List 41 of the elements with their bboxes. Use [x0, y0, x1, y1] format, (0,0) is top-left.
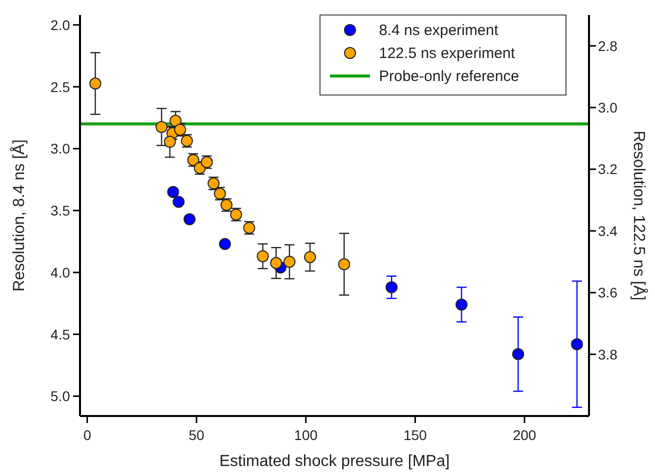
- y-tick-label: 3.0: [50, 140, 70, 157]
- legend-label: 8.4 ns experiment: [379, 22, 500, 39]
- y-tick-label: 2.0: [50, 16, 70, 33]
- y-tick-label: 4.5: [50, 326, 70, 342]
- y-axis-title: Resolution, 8.4 ns [Å]: [10, 139, 28, 292]
- point: [304, 251, 316, 264]
- point: [338, 258, 350, 270]
- y-tick-label: 5.0: [50, 388, 70, 404]
- point: [170, 114, 182, 127]
- legend-label: 122.5 ns experiment: [379, 45, 516, 62]
- x-tick-label: 200: [512, 427, 536, 443]
- x-axis-title: Estimated shock pressure [MPa]: [219, 453, 450, 470]
- y2-tick-label: 2.8: [598, 38, 618, 54]
- y2-tick-label: 3.2: [598, 161, 618, 178]
- point: [164, 136, 176, 148]
- x-tick-label: 100: [294, 427, 318, 443]
- point: [184, 213, 196, 226]
- x-tick-label: 150: [404, 427, 428, 443]
- y-tick-label: 4.0: [50, 264, 70, 280]
- y-tick-label: 2.5: [50, 78, 70, 95]
- y2-tick-label: 3.0: [598, 100, 618, 116]
- point: [570, 338, 583, 350]
- point: [256, 250, 269, 262]
- x-tick-label: 50: [188, 427, 205, 443]
- point: [172, 196, 185, 208]
- point: [218, 238, 231, 250]
- point: [512, 348, 524, 360]
- point: [167, 186, 180, 198]
- point: [456, 298, 468, 311]
- point: [386, 281, 398, 294]
- point: [156, 120, 168, 133]
- y2-tick-label: 3.8: [598, 346, 618, 362]
- legend-label: Probe-only reference: [379, 68, 520, 85]
- point: [89, 77, 102, 90]
- x-tick-label: 0: [83, 427, 92, 443]
- y-tick-label: 3.5: [50, 202, 70, 219]
- y2-tick-label: 3.4: [598, 222, 618, 239]
- y2-axis-title: Resolution, 122.5 ns [Å]: [630, 130, 648, 300]
- point: [283, 256, 296, 268]
- y2-tick-label: 3.6: [598, 284, 618, 301]
- point: [270, 257, 282, 270]
